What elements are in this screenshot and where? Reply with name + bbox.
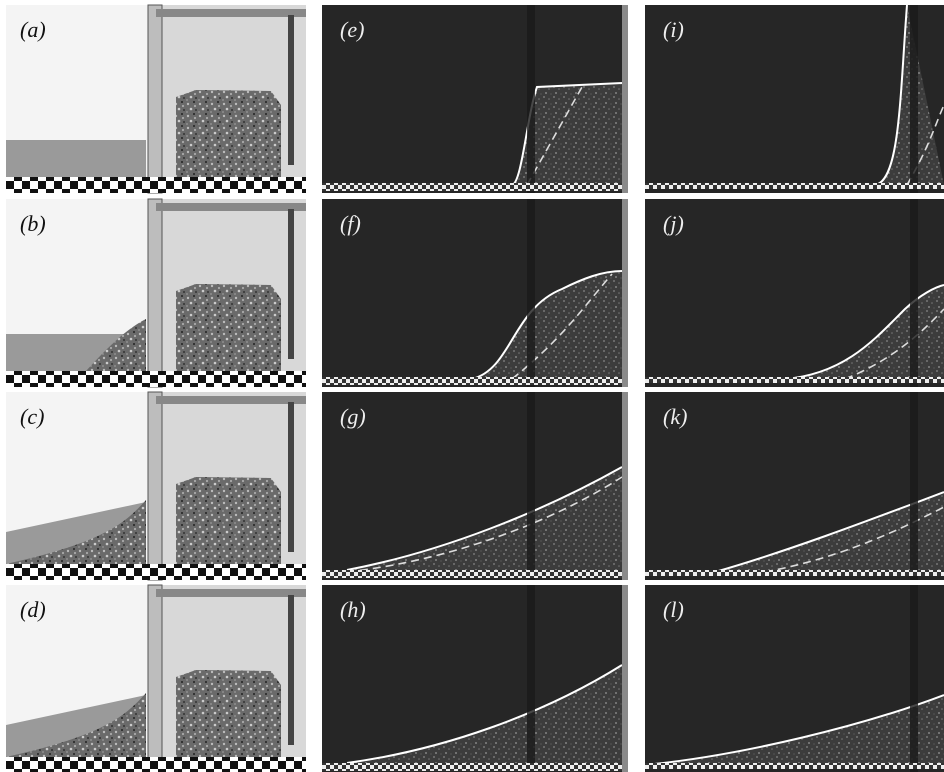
right-edge	[622, 392, 628, 580]
panel-label: (a)	[20, 17, 46, 42]
panel: (b)	[6, 199, 306, 387]
panel: (j)	[645, 199, 944, 387]
right-edge	[622, 585, 628, 772]
checker-floor	[322, 763, 628, 771]
gate-bar	[910, 392, 918, 580]
gate-pole	[148, 5, 162, 193]
panel-label: (j)	[663, 211, 684, 236]
right-edge	[622, 199, 628, 387]
gate-bar	[527, 585, 535, 772]
gate-bar	[527, 5, 535, 193]
panel-label: (g)	[340, 404, 366, 429]
panel-label: (h)	[340, 597, 366, 622]
top-bar	[156, 396, 306, 404]
checker-floor	[645, 763, 944, 769]
panel: (h)	[322, 585, 628, 772]
panel: (k)	[645, 392, 944, 580]
granular-block	[176, 670, 281, 765]
top-bar	[156, 9, 306, 17]
panel: (a)	[6, 5, 306, 193]
granular-block	[176, 477, 281, 572]
panel: (f)	[322, 199, 628, 387]
panel-label: (f)	[340, 211, 361, 236]
panel: (c)	[6, 392, 306, 580]
checker-floor	[645, 377, 944, 383]
figure: (a) (b) (c) (d) (e) (f) (g) (h) (i) (j) (k) (l)	[0, 0, 944, 772]
top-bar	[156, 203, 306, 211]
panel-label: (b)	[20, 211, 46, 236]
panel-label: (d)	[20, 597, 46, 622]
gate-pole	[148, 392, 162, 580]
right-edge	[622, 5, 628, 193]
checker-floor	[6, 371, 306, 387]
gate-bar	[527, 199, 535, 387]
gate-pole	[148, 585, 162, 772]
panel: (e)	[322, 5, 628, 193]
panel-label: (l)	[663, 597, 684, 622]
gate-bar	[527, 392, 535, 580]
checker-floor	[645, 183, 944, 189]
panel-label: (e)	[340, 17, 364, 42]
panel: (i)	[645, 5, 944, 193]
gate-bar	[910, 199, 918, 387]
water	[6, 140, 146, 177]
right-post	[288, 209, 294, 359]
right-post	[288, 15, 294, 165]
granular-block	[176, 284, 281, 379]
panel-label: (c)	[20, 404, 44, 429]
gate-bar	[910, 585, 918, 772]
checker-floor	[322, 183, 628, 191]
top-bar	[156, 589, 306, 597]
checker-floor	[322, 570, 628, 578]
panel: (g)	[322, 392, 628, 580]
panel-label: (k)	[663, 404, 687, 429]
panel: (d)	[6, 585, 306, 772]
right-post	[288, 595, 294, 745]
gate-pole	[148, 199, 162, 387]
gate-bar	[910, 5, 918, 193]
checker-floor	[6, 564, 306, 580]
checker-floor	[322, 377, 628, 385]
panel: (l)	[645, 585, 944, 772]
checker-floor	[645, 570, 944, 576]
checker-floor	[6, 757, 306, 772]
granular-block	[176, 90, 281, 185]
right-post	[288, 402, 294, 552]
panel-label: (i)	[663, 17, 684, 42]
checker-floor	[6, 177, 306, 193]
